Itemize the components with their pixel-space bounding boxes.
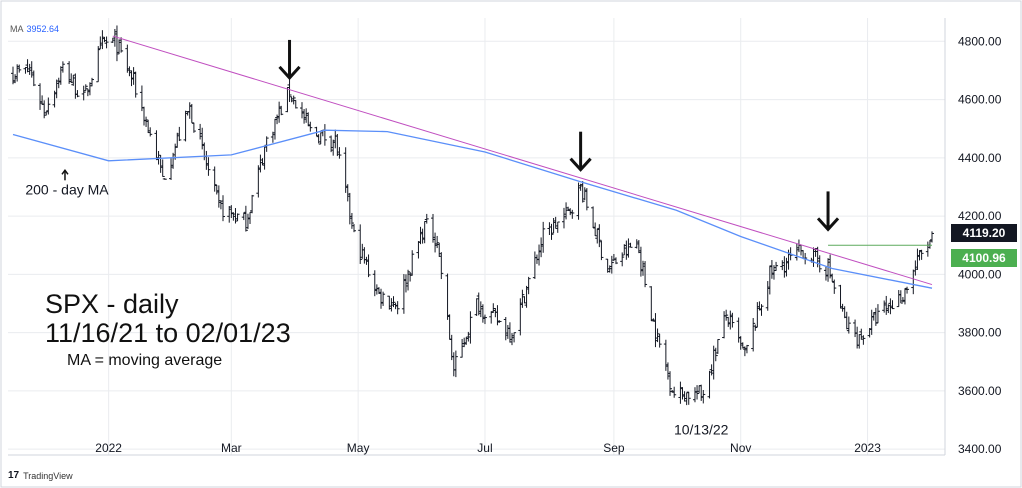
y-tick-label: 3400.00 (958, 442, 1002, 456)
down-arrowhead-icon (816, 217, 840, 232)
annotation-label: 10/13/22 (674, 422, 729, 438)
ma-price-badge: 4100.96 (951, 248, 1017, 267)
down-arrowhead-icon (278, 65, 301, 81)
y-tick-label: 4800.00 (958, 34, 1002, 48)
tradingview-logo[interactable]: 17 TradingView (8, 470, 73, 481)
up-arrowhead-icon (61, 169, 69, 175)
x-tick-label: 2023 (854, 441, 881, 455)
ma-indicator-legend: MA 3952.64 (10, 24, 59, 34)
x-tick-label: Nov (730, 441, 751, 455)
tradingview-logo-icon: 17 (8, 470, 20, 481)
ma-note: MA = moving average (67, 352, 223, 369)
y-tick-label: 4000.00 (958, 267, 1002, 281)
tradingview-logo-text: TradingView (23, 470, 73, 481)
x-tick-label: Sep (603, 441, 625, 455)
chart-title-line2: 11/16/21 to 02/01/23 (45, 318, 291, 348)
x-tick-label: Mar (221, 441, 242, 455)
y-tick-label: 4600.00 (958, 93, 1002, 107)
y-tick-label: 3600.00 (958, 384, 1002, 398)
chart-title-line1: SPX - daily (45, 289, 179, 319)
chart-title: SPX - daily 11/16/21 to 02/01/23 (45, 290, 291, 348)
ma-indicator-value: 3952.64 (26, 24, 60, 34)
y-tick-label: 3800.00 (958, 326, 1002, 340)
x-tick-label: May (347, 441, 370, 455)
y-tick-label: 4200.00 (958, 209, 1002, 223)
x-tick-label: Jul (477, 441, 492, 455)
ma-indicator-label: MA (10, 24, 24, 34)
moving-average-line (12, 129, 933, 289)
y-tick-label: 4400.00 (958, 151, 1002, 165)
downtrend-line (112, 35, 933, 286)
last-price-badge: 4119.20 (951, 223, 1017, 242)
x-tick-label: 2022 (95, 441, 122, 455)
down-arrowhead-icon (569, 157, 592, 172)
annotation-label: 200 - day MA (25, 181, 109, 197)
